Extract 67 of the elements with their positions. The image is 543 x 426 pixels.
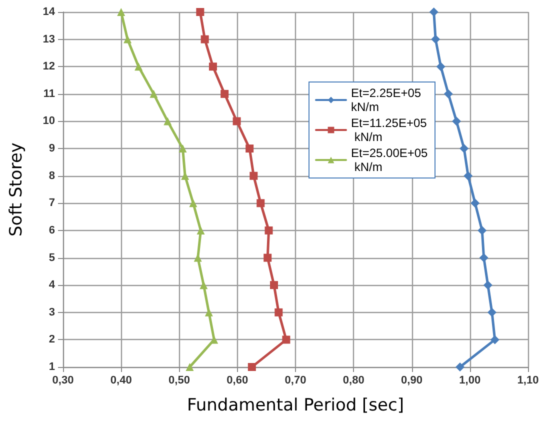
point [460,144,469,154]
point [444,89,453,98]
y-tick-label: 2 [48,334,55,346]
y-tick-label: 3 [48,306,55,318]
point [490,335,500,344]
point [134,62,143,71]
x-tick-label: 1,10 [517,374,539,386]
point [186,363,194,371]
point [220,90,229,98]
point [455,362,464,372]
point [264,226,273,234]
point [208,62,217,71]
x-tick-label: 0,50 [168,374,190,386]
point [196,226,205,234]
y-tick-label: 4 [48,279,56,292]
y-tick-label: 13 [42,33,55,46]
point [124,35,132,44]
x-tick-label: 1,00 [459,374,481,386]
x-tick-label: 0,30 [52,374,74,386]
y-tick-label: 8 [48,170,55,182]
point [464,171,473,180]
point [479,253,488,262]
point [436,62,446,72]
point [178,144,187,153]
point [196,8,204,16]
point [470,198,480,208]
y-tick-label: 6 [48,224,55,236]
point [248,363,256,371]
point [250,172,258,180]
x-tick-label: 0,60 [226,374,248,386]
y-tick-label: 14 [42,6,56,18]
y-tick-label: 9 [48,142,55,155]
point [282,336,290,344]
point [210,336,218,344]
point [429,8,438,16]
y-axis-title: Soft Storey [6,142,26,236]
point [487,308,496,317]
point [117,8,126,16]
point [431,34,440,44]
point [478,226,487,235]
y-tick-label: 11 [43,88,55,100]
y-tick-label: 1 [48,361,55,373]
x-tick-label: 0,70 [284,374,306,386]
y-tick-label: 7 [48,197,55,210]
point [246,144,254,153]
point [189,199,198,208]
point [200,281,208,290]
point [483,280,492,290]
point [164,117,172,126]
y-tick-label: 12 [42,60,55,73]
x-tick-label: 0,90 [401,374,422,386]
point [264,254,272,262]
legend-label: Et=11.25E+05 kN/m [351,116,428,144]
point [200,35,209,44]
y-tick-label: 10 [42,115,55,128]
point [232,117,241,126]
legend-label: Et=25.00E+05 kN/m [351,146,428,174]
x-tick-label: 0,40 [110,374,132,386]
point [256,199,265,208]
point [452,116,462,126]
x-tick-label: 0,80 [342,374,364,386]
point [150,90,158,98]
y-tick-label: 5 [48,252,55,264]
legend-label: Et=2.25E+05 kN/m [351,86,424,114]
point [270,281,278,290]
point [274,308,283,316]
x-axis-title: Fundamental Period [sec] [187,396,404,416]
